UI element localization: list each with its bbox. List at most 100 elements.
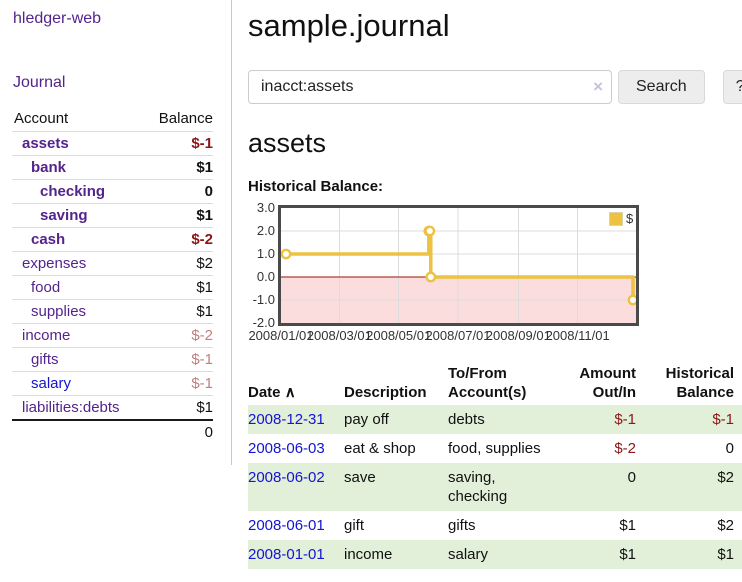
transaction-balance: $2 — [717, 517, 734, 534]
x-axis-tick-label: 2008/09/01 — [485, 328, 551, 343]
transaction-description: gift — [344, 517, 365, 534]
accounts-total-value: 0 — [144, 419, 213, 445]
page-title: sample.journal — [248, 8, 450, 43]
y-axis-tick-label: 0.0 — [256, 269, 275, 284]
transaction-accounts: saving, checking — [448, 469, 508, 505]
chart-legend: $ — [608, 211, 635, 226]
search-input-wrap: × — [248, 70, 612, 104]
account-link[interactable]: bank — [31, 159, 67, 176]
account-link[interactable]: checking — [40, 183, 106, 200]
account-row: supplies $1 — [12, 299, 213, 324]
register-row: 2008-06-01 gift gifts $1 $2 — [248, 511, 742, 540]
sort-ascending-icon: ∧ — [284, 384, 296, 401]
transaction-description: pay off — [344, 411, 389, 428]
help-button[interactable]: ? — [722, 70, 742, 104]
account-balance: $1 — [144, 395, 213, 420]
balance-column-header: Balance — [158, 110, 213, 127]
transaction-balance: $-1 — [712, 411, 734, 428]
transaction-amount: $-2 — [614, 440, 636, 457]
account-row: salary $-1 — [12, 371, 213, 396]
date-header-label: Date — [248, 384, 281, 401]
account-balance: $1 — [144, 299, 213, 324]
y-axis-tick-label: 2.0 — [256, 223, 275, 238]
app-brand-link[interactable]: hledger-web — [13, 10, 102, 27]
account-balance: $-1 — [144, 347, 213, 372]
transaction-accounts: debts — [448, 411, 485, 428]
transaction-balance: $1 — [717, 546, 734, 563]
account-link[interactable]: assets — [22, 135, 69, 152]
account-balance: $-1 — [144, 131, 213, 156]
account-link[interactable]: gifts — [31, 351, 59, 368]
account-row: gifts $-1 — [12, 347, 213, 372]
x-axis-tick-label: 2008/03/01 — [306, 328, 372, 343]
y-axis-tick-label: 1.0 — [256, 246, 275, 261]
x-axis-tick-label: 2008/05/01 — [366, 328, 432, 343]
account-balance: $2 — [144, 251, 213, 276]
clear-search-icon[interactable]: × — [593, 77, 603, 96]
account-link[interactable]: liabilities:debts — [22, 399, 120, 416]
accounts-total-row: 0 — [12, 419, 213, 445]
historical-balance-chart: $ 3.0 2.0 1.0 0.0 -1.0 -2.0 2008/01/01 2008/03/… — [248, 200, 728, 349]
account-link[interactable]: supplies — [31, 303, 87, 320]
register-header-row: Date ∧ Description To/From Account(s) Am… — [248, 361, 742, 405]
y-axis-tick-label: -2.0 — [252, 315, 275, 330]
transaction-description: save — [344, 469, 376, 486]
amount-column-header: Amount Out/In — [579, 365, 636, 401]
transaction-accounts: food, supplies — [448, 440, 541, 457]
transaction-amount: 0 — [627, 469, 636, 486]
account-balance: 0 — [144, 179, 213, 204]
search-form: × Search ? — [248, 70, 742, 104]
account-link[interactable]: saving — [40, 207, 88, 224]
transaction-amount: $1 — [619, 517, 636, 534]
transaction-balance: $2 — [717, 469, 734, 486]
account-link[interactable]: food — [31, 279, 61, 296]
account-row: assets $-1 — [12, 131, 213, 156]
account-link[interactable]: cash — [31, 231, 66, 248]
transaction-date-link[interactable]: 2008-06-03 — [248, 440, 325, 457]
balance-column-header-main: Historical Balance — [665, 365, 734, 401]
y-axis-tick-label: 3.0 — [256, 200, 275, 215]
transaction-balance: 0 — [725, 440, 734, 457]
account-row: bank $1 — [12, 155, 213, 180]
x-axis-tick-label: 2008/07/01 — [425, 328, 491, 343]
account-balance: $-2 — [144, 323, 213, 348]
chart-plot-area — [278, 205, 639, 326]
transaction-date-link[interactable]: 2008-06-02 — [248, 469, 325, 486]
main-content: sample.journal × Search ? assets Histori… — [232, 0, 742, 582]
register-row: 2008-06-03 eat & shop food, supplies $-2 0 — [248, 434, 742, 463]
account-link[interactable]: income — [22, 327, 71, 344]
transaction-date-link[interactable]: 2008-12-31 — [248, 411, 325, 428]
search-input[interactable] — [248, 70, 612, 104]
account-balance: $1 — [144, 155, 213, 180]
description-column-header: Description — [344, 384, 427, 401]
transaction-accounts: salary — [448, 546, 489, 563]
transaction-amount: $-1 — [614, 411, 636, 428]
account-row: expenses $2 — [12, 251, 213, 276]
account-balance: $1 — [144, 203, 213, 228]
account-balance: $-1 — [144, 371, 213, 396]
transaction-amount: $1 — [619, 546, 636, 563]
transaction-date-link[interactable]: 2008-06-01 — [248, 517, 325, 534]
legend-label: $ — [626, 211, 634, 226]
sidebar: hledger-web Journal Account Balance asse… — [0, 0, 232, 465]
account-balance: $-2 — [144, 227, 213, 252]
transaction-date-link[interactable]: 2008-01-01 — [248, 546, 325, 563]
account-link[interactable]: salary — [31, 375, 72, 392]
account-row: cash $-2 — [12, 227, 213, 252]
account-row: saving $1 — [12, 203, 213, 228]
x-axis-tick-label: 2008/01/01 — [248, 328, 314, 343]
accounts-column-header: To/From Account(s) — [448, 365, 527, 401]
account-row: checking 0 — [12, 179, 213, 204]
balance-line-chart — [281, 208, 636, 323]
register-row: 2008-01-01 income salary $1 $1 — [248, 540, 742, 569]
accounts-table-header-row: Account Balance — [12, 107, 213, 132]
transaction-description: eat & shop — [344, 440, 416, 457]
account-link[interactable]: expenses — [22, 255, 87, 272]
search-button[interactable]: Search — [618, 70, 705, 104]
date-column-header[interactable]: Date ∧ — [248, 361, 344, 405]
y-axis-tick-label: -1.0 — [252, 292, 275, 307]
account-row: liabilities:debts $1 — [12, 395, 213, 420]
sidebar-item-journal[interactable]: Journal — [13, 74, 66, 91]
chart-title: Historical Balance: — [248, 178, 384, 195]
register-table: Date ∧ Description To/From Account(s) Am… — [248, 361, 742, 569]
